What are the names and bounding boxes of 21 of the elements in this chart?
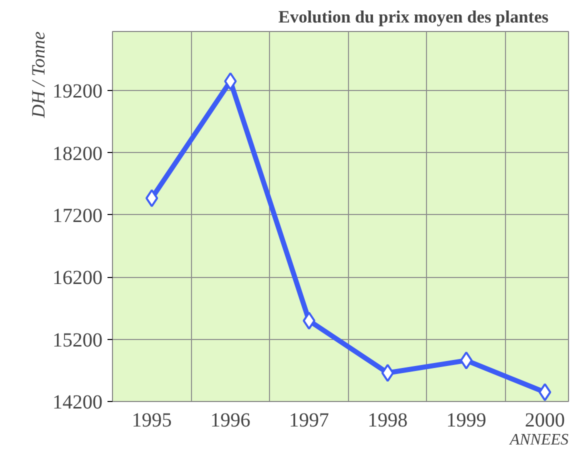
point (381, 364, 394, 382)
y-tick-label: 19200 (52, 80, 102, 103)
point (224, 72, 237, 90)
y-tick-label: 17200 (52, 204, 102, 227)
y-tick-label: 14200 (52, 392, 102, 414)
point (460, 351, 473, 370)
x-tick-label: 1996 (210, 410, 250, 432)
x-tick-label: 2000 (524, 410, 565, 432)
point (145, 189, 158, 208)
x-tick-label: 1998 (368, 410, 408, 432)
point (302, 312, 316, 330)
chart-title: Evolution du prix moyen des plantes (278, 8, 549, 26)
x-tick-label: 1995 (132, 410, 172, 432)
x-tick-label: 1997 (289, 410, 330, 432)
y-tick-label: 15200 (52, 329, 102, 352)
x-tick-label: 1999 (446, 410, 486, 432)
y-axis-title: DH / Tonne (28, 31, 50, 119)
y-tick-label: 16200 (52, 267, 102, 290)
point (538, 383, 552, 402)
x-axis-title: ANNEES (508, 432, 569, 448)
y-tick-label: 18200 (52, 142, 102, 165)
